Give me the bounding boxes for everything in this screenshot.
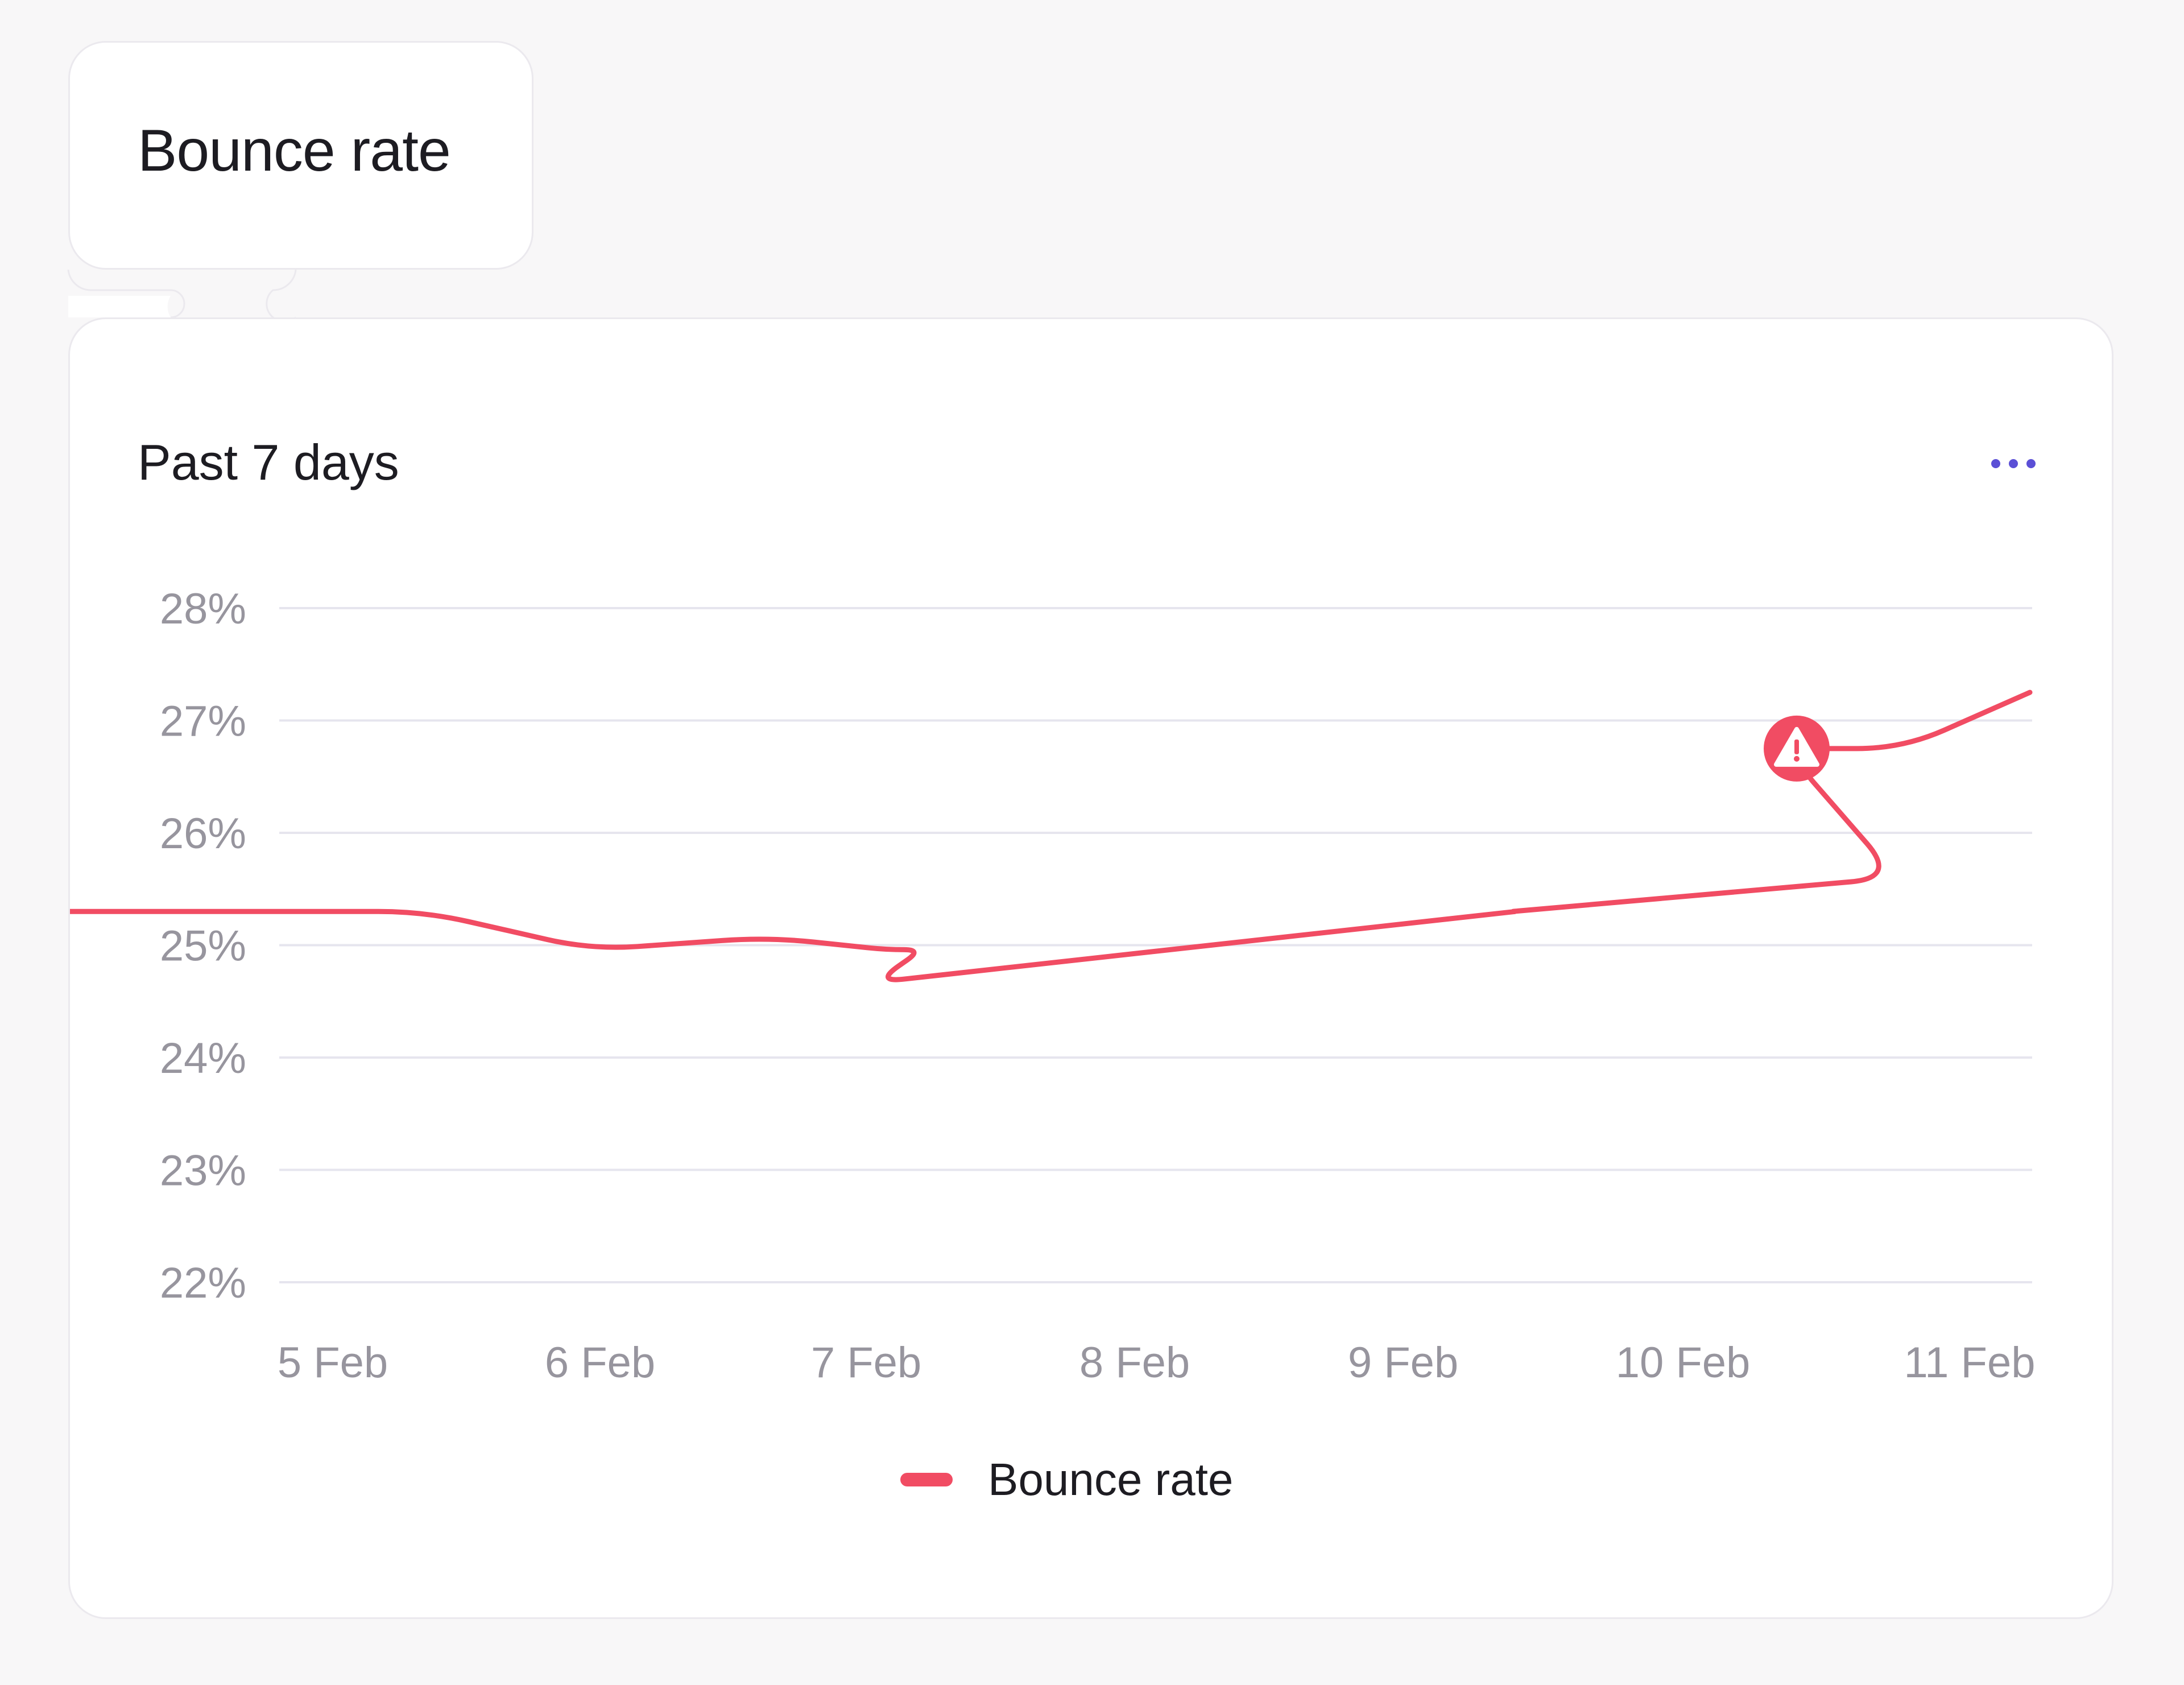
x-axis-ticks: 5 Feb 6 Feb 7 Feb 8 Feb 9 Feb 10 Feb 11 Feb: [278, 1339, 2036, 1387]
more-options-button[interactable]: [1982, 441, 2045, 486]
legend-label: Bounce rate: [988, 1454, 1234, 1505]
y-tick-label: 26%: [160, 810, 246, 858]
y-tick-label: 22%: [160, 1259, 246, 1307]
title-card: Bounce rate: [68, 41, 533, 270]
y-tick-label: 23%: [160, 1147, 246, 1195]
data-point[interactable]: [420, 908, 427, 915]
x-tick-label: 9 Feb: [1348, 1339, 1458, 1387]
y-axis-ticks: 28% 27% 26% 25% 24% 23% 22%: [160, 585, 246, 1307]
x-tick-label: 10 Feb: [1616, 1339, 1751, 1387]
data-point[interactable]: [883, 946, 890, 953]
grid-lines: [279, 607, 2032, 1283]
more-horizontal-icon: [1991, 459, 2036, 468]
x-tick-label: 8 Feb: [1079, 1339, 1190, 1387]
x-tick-label: 6 Feb: [545, 1339, 655, 1387]
y-tick-label: 24%: [160, 1034, 246, 1083]
legend-swatch: [900, 1473, 953, 1486]
series-line-bounce-rate[interactable]: [70, 689, 2033, 982]
date-range-label: Past 7 days: [138, 434, 399, 490]
x-tick-label: 11 Feb: [1904, 1339, 2036, 1387]
line-chart: 28% 27% 26% 25% 24% 23% 22% 5 Feb 6 Feb 7 Feb 8 F…: [70, 585, 2036, 1387]
chart-card: Past 7 days 28% 27% 26% 25% 24% 23% 22% 5 Feb 6…: [68, 317, 2113, 1619]
y-tick-label: 28%: [160, 585, 246, 633]
data-point[interactable]: [765, 934, 772, 941]
data-point[interactable]: [1899, 745, 1906, 752]
data-point[interactable]: [2026, 689, 2033, 696]
y-tick-label: 27%: [160, 697, 246, 746]
page-title: Bounce rate: [138, 118, 451, 184]
data-point[interactable]: [919, 946, 925, 953]
legend[interactable]: Bounce rate: [900, 1457, 1233, 1502]
data-point[interactable]: [872, 979, 879, 986]
data-point[interactable]: [1509, 908, 1516, 915]
data-point[interactable]: [589, 946, 595, 953]
data-point[interactable]: [1893, 874, 1900, 881]
series-bounce-rate: [70, 689, 2033, 986]
y-tick-label: 25%: [160, 922, 246, 970]
x-tick-label: 7 Feb: [811, 1339, 921, 1387]
warning-triangle-icon[interactable]: [1764, 715, 1830, 782]
x-tick-label: 5 Feb: [278, 1339, 388, 1387]
alert-annotations: [1764, 715, 1830, 782]
